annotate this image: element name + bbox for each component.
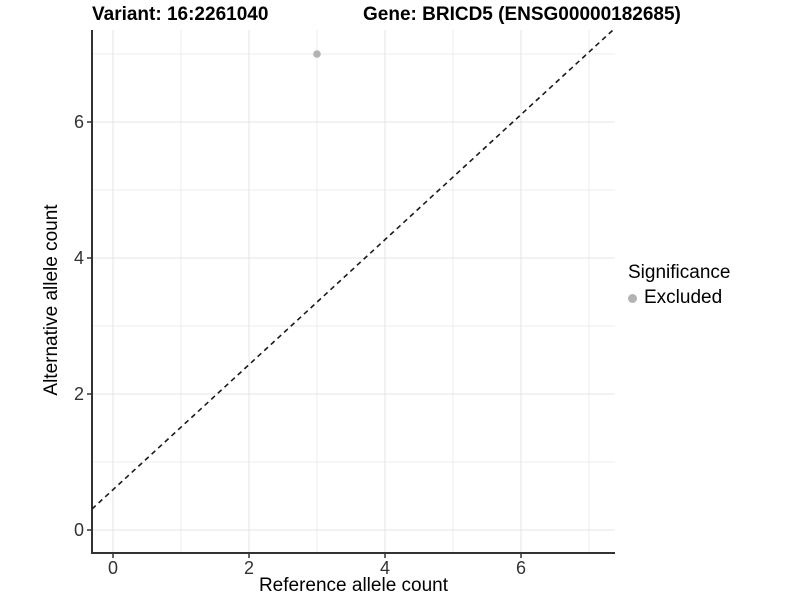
x-tick-label: 0 — [107, 558, 119, 578]
y-axis-title: Alternative allele count — [41, 204, 62, 396]
y-tick-label: 6 — [73, 112, 84, 132]
legend-item-excluded: Excluded — [628, 287, 730, 309]
data-point — [313, 50, 321, 58]
identity-dashed-line — [91, 29, 614, 510]
y-tick-label: 4 — [73, 248, 84, 268]
x-tick-label: 2 — [243, 558, 255, 578]
x-axis-title: Reference allele count — [258, 575, 449, 596]
y-tick-label: 2 — [73, 384, 84, 404]
legend-key-dot-icon — [628, 293, 637, 303]
legend-title: Significance — [628, 262, 731, 283]
plot-title-variant: Variant: 16:2261040 — [92, 4, 269, 25]
y-tick-label: 0 — [73, 520, 84, 540]
plot-title-gene: Gene: BRICD5 (ENSG00000182685) — [363, 4, 681, 25]
x-tick-label: 4 — [379, 558, 391, 578]
legend-item-label: Excluded — [644, 287, 723, 308]
legend: Significance Excluded — [628, 262, 730, 309]
x-tick-label: 6 — [515, 558, 527, 578]
